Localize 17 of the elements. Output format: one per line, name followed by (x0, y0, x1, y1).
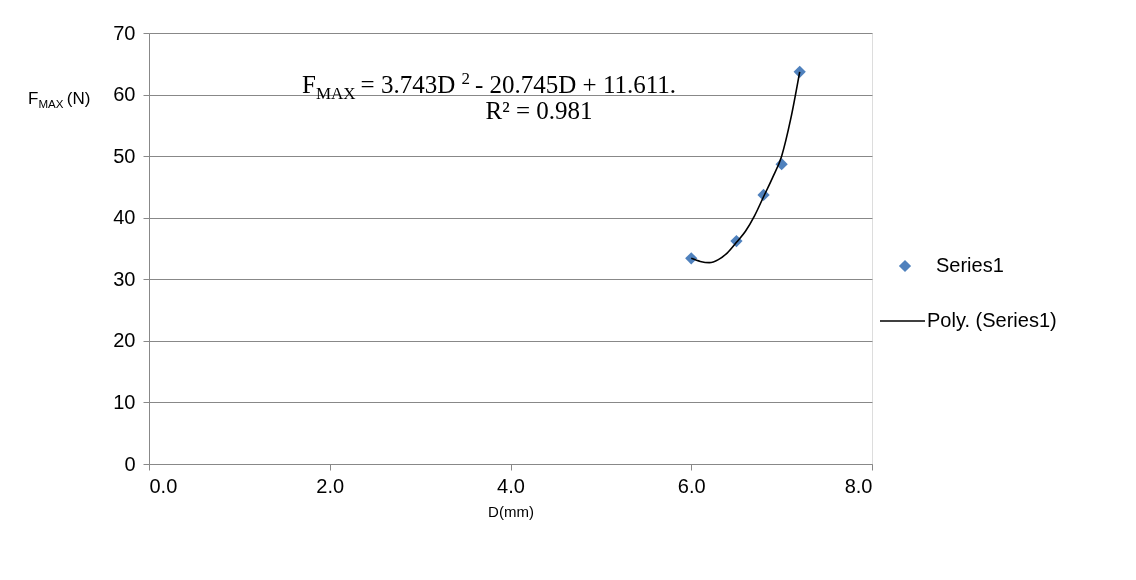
y-tick-label: 60 (113, 83, 136, 106)
legend-label: Poly. (Series1) (927, 309, 1057, 331)
x-tick-label: 0.0 (149, 474, 178, 497)
x-tick-label: 6.0 (677, 474, 706, 497)
y-tick-label: 0 (124, 452, 136, 475)
y-tick-label: 20 (113, 329, 136, 352)
x-tick-label: 4.0 (497, 474, 525, 497)
y-tick-label: 70 (113, 21, 136, 44)
x-axis-title: D(mm) (488, 502, 534, 520)
legend-label: Series1 (936, 254, 1004, 276)
y-tick-label: 40 (113, 206, 136, 229)
y-tick-label: 10 (113, 390, 136, 413)
annotation: R² = 0.981 (485, 97, 593, 124)
y-tick-label: 50 (113, 144, 136, 167)
y-tick-label: 30 (113, 267, 136, 290)
x-tick-label: 2.0 (316, 474, 345, 497)
x-tick-label: 8.0 (844, 474, 873, 497)
